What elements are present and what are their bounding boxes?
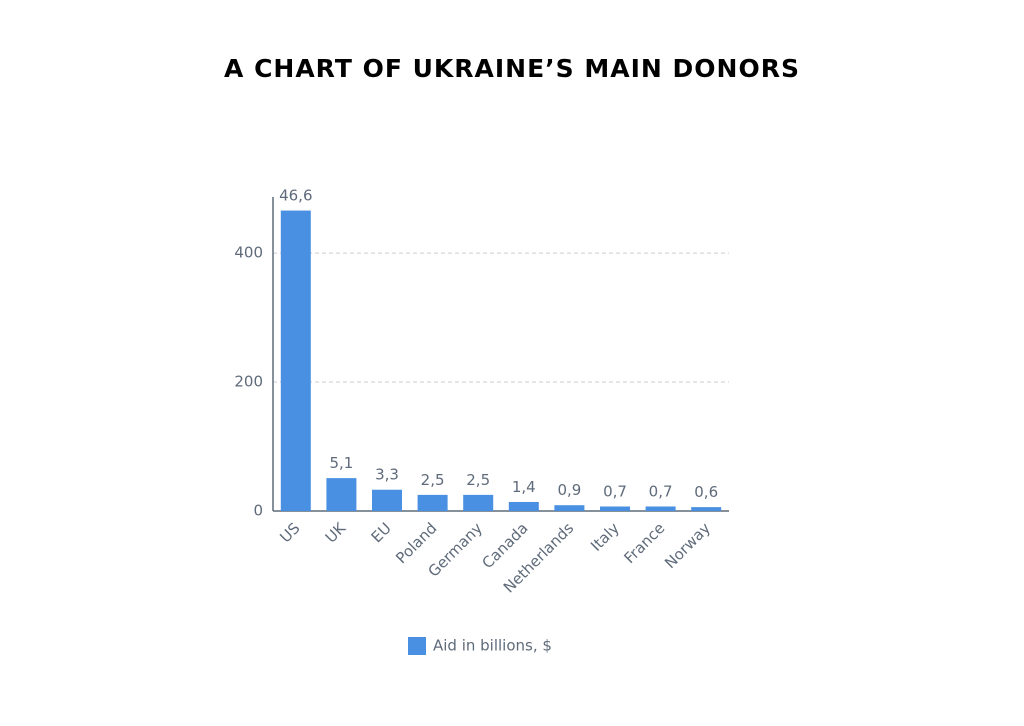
value-label: 0,7 <box>603 482 627 500</box>
bar <box>600 506 630 511</box>
x-tick-label: Norway <box>661 519 714 572</box>
value-label: 2,5 <box>466 471 490 489</box>
value-label: 0,7 <box>649 482 673 500</box>
value-label: 0,9 <box>557 481 581 499</box>
x-tick-label: Italy <box>587 519 623 555</box>
x-tick-label: US <box>276 519 303 546</box>
value-label: 3,3 <box>375 466 399 484</box>
bar <box>645 506 676 511</box>
y-tick-label: 400 <box>234 244 263 262</box>
value-label: 0,6 <box>694 483 718 501</box>
x-tick-label: UK <box>322 518 350 546</box>
y-tick-label: 0 <box>253 502 263 520</box>
bar <box>417 494 448 511</box>
value-label: 2,5 <box>421 471 445 489</box>
value-label: 1,4 <box>512 478 536 496</box>
bar <box>326 478 357 511</box>
value-label: 46,6 <box>279 187 312 205</box>
bar <box>508 501 539 511</box>
legend-label: Aid in billions, $ <box>433 637 552 655</box>
x-tick-label: EU <box>368 519 395 546</box>
value-label: 5,1 <box>329 454 353 472</box>
bar <box>372 489 402 511</box>
bar <box>554 505 585 511</box>
legend-swatch <box>408 637 426 655</box>
bar <box>463 494 494 511</box>
bar <box>280 210 311 511</box>
y-tick-label: 200 <box>234 373 263 391</box>
bar <box>691 507 722 511</box>
chart-title: A CHART OF UKRAINE’S MAIN DONORS <box>224 54 800 83</box>
